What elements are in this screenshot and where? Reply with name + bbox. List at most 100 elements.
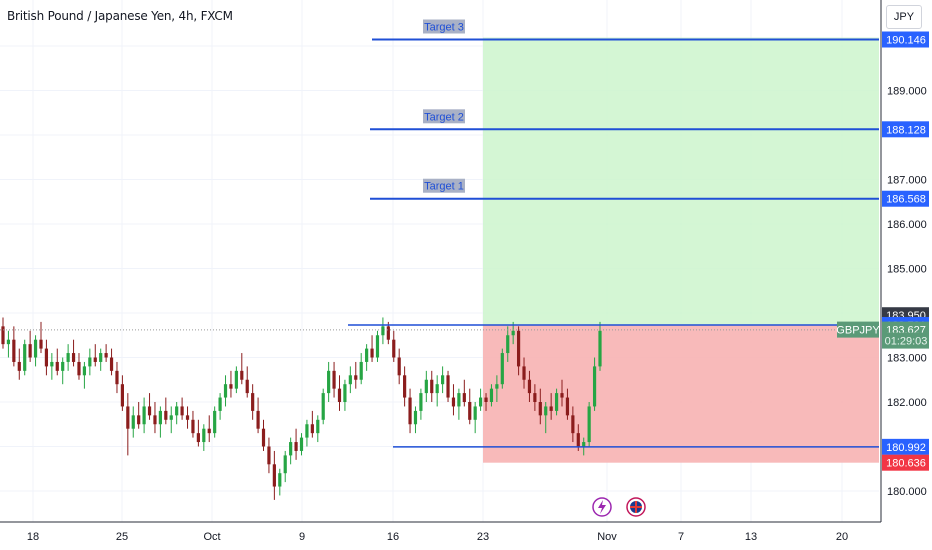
loss-zone — [483, 324, 879, 463]
candle-body — [332, 370, 336, 389]
candle-body — [99, 353, 103, 362]
candle-body — [223, 384, 228, 398]
candle-body — [576, 433, 580, 447]
price-badge-bg — [882, 31, 929, 48]
candle-body — [403, 375, 407, 398]
candle-body — [169, 415, 173, 420]
candle-body — [82, 366, 87, 376]
candle-body — [560, 393, 564, 398]
candle-body — [158, 410, 162, 425]
candle-body — [278, 473, 282, 487]
time-tick-label: Nov — [597, 531, 617, 543]
candle-body — [522, 366, 526, 380]
candle-body — [592, 366, 597, 407]
candle-body — [12, 339, 16, 362]
candle-body — [131, 415, 135, 429]
candle-body — [430, 379, 434, 394]
price-badge-bg — [882, 454, 929, 471]
symbol-tag: GBPJPY — [836, 325, 880, 337]
price-tick-label: 185.000 — [887, 264, 927, 276]
candle-body — [441, 375, 445, 385]
candle-body — [337, 388, 342, 402]
candle-body — [66, 353, 70, 362]
candle-body — [120, 384, 124, 407]
candle-body — [495, 384, 499, 389]
currency-selector[interactable]: JPY — [886, 5, 922, 29]
candle-body — [354, 375, 358, 380]
candle-body — [484, 397, 488, 402]
candle-body — [61, 361, 65, 371]
candle-body — [348, 375, 352, 385]
price-axis[interactable]: 180.000181.000182.000183.000185.000186.0… — [880, 0, 932, 550]
lightning-glyph — [598, 500, 606, 514]
candle-body — [473, 406, 477, 420]
candle-body — [93, 357, 97, 362]
candle-body — [234, 370, 238, 389]
target-label-3: Target 3 — [424, 22, 464, 34]
candle-body — [17, 361, 21, 371]
candle-body — [359, 361, 363, 380]
candle-body — [272, 464, 276, 487]
price-tick-label: 183.000 — [887, 353, 927, 365]
candle-body — [587, 406, 591, 443]
candle-body — [191, 419, 195, 434]
candle-body — [71, 353, 76, 362]
target-label-2: Target 2 — [424, 111, 464, 123]
candle-body — [109, 357, 114, 371]
target-label-bg-3 — [423, 19, 465, 34]
price-badge: 188.128 — [886, 124, 926, 136]
candle-body — [261, 428, 266, 447]
candle-body — [218, 397, 222, 411]
candle-body — [6, 339, 11, 345]
symbol-title[interactable]: British Pound / Japanese Yen, 4h, FXCM — [7, 9, 233, 23]
candle-body — [28, 344, 32, 358]
price-badge-bg — [882, 332, 929, 349]
candle-body — [565, 397, 570, 416]
candle-body — [55, 361, 59, 371]
candle-body — [511, 330, 515, 336]
candle-body — [419, 393, 423, 411]
time-tick-label: 16 — [387, 531, 399, 543]
candle-body — [39, 339, 43, 349]
candle-body — [538, 402, 542, 416]
candle-body — [310, 424, 314, 434]
candle-body — [316, 419, 320, 434]
candle-body — [386, 326, 390, 340]
price-tick-label: 187.000 — [887, 175, 927, 187]
candle-body — [457, 393, 461, 407]
candle-body — [245, 379, 249, 394]
candle-body — [294, 442, 298, 451]
candles — [1, 317, 602, 500]
candle-body — [397, 357, 401, 376]
candle-body — [137, 415, 141, 425]
price-badge: 180.992 — [886, 442, 926, 454]
candle-body — [462, 393, 466, 402]
price-badge-bg — [882, 190, 929, 207]
time-tick-label: 7 — [678, 531, 684, 543]
candle-body — [489, 388, 494, 402]
candle-body — [468, 402, 472, 420]
price-badge: 01:29:03 — [885, 336, 928, 348]
candle-body — [500, 353, 504, 385]
candle-body — [142, 406, 146, 425]
candle-body — [506, 335, 510, 354]
candle-body — [408, 397, 412, 425]
price-tick-label: 182.000 — [887, 397, 927, 409]
price-badge: 190.146 — [886, 35, 926, 47]
time-axis[interactable]: 18 25 Oct 9 16 23 Nov 7 13 20 — [0, 521, 881, 543]
candle-body — [392, 339, 396, 358]
candle-body — [77, 361, 81, 376]
candle-body — [256, 410, 260, 429]
candle-body — [571, 415, 575, 434]
candle-body — [202, 428, 206, 443]
candle-body — [164, 410, 168, 420]
price-levels[interactable]: Target 1 Target 2 Target 3 GBPJPY — [0, 19, 880, 448]
candle-body — [213, 410, 217, 434]
symbol-tag-bg — [837, 321, 879, 338]
price-badge-bg — [882, 438, 929, 455]
candle-body — [516, 330, 521, 367]
candle-body — [365, 348, 369, 362]
price-tick-label: 186.000 — [887, 219, 927, 231]
position-zones — [483, 37, 879, 463]
